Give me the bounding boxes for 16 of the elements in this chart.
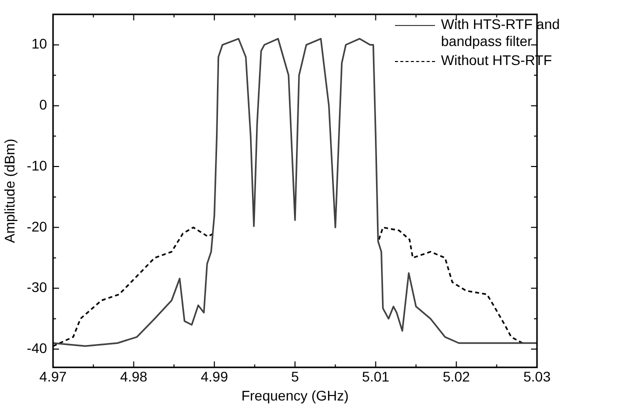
x-tick-label: 5 xyxy=(291,368,300,385)
x-tick-label: 5.02 xyxy=(442,368,470,385)
y-tick-label: -10 xyxy=(26,157,48,174)
y-tick-label: -30 xyxy=(26,279,48,296)
y-axis-title: Amplitude (dBm) xyxy=(1,138,18,244)
x-tick-label: 4.99 xyxy=(200,368,228,385)
y-tick-label: 0 xyxy=(39,96,48,113)
x-axis-title: Frequency (GHz) xyxy=(241,387,349,404)
x-tick-label: 4.97 xyxy=(39,368,67,385)
y-tick-label: -40 xyxy=(26,340,48,356)
x-tick-label: 4.98 xyxy=(120,368,148,385)
legend-label: With HTS-RTF and bandpass filter xyxy=(441,16,561,50)
y-tick-label: 10 xyxy=(31,36,48,52)
x-tick-label: 5.03 xyxy=(523,368,551,385)
y-tick-label: -20 xyxy=(26,218,48,234)
x-tick-label: 5.01 xyxy=(362,368,390,385)
